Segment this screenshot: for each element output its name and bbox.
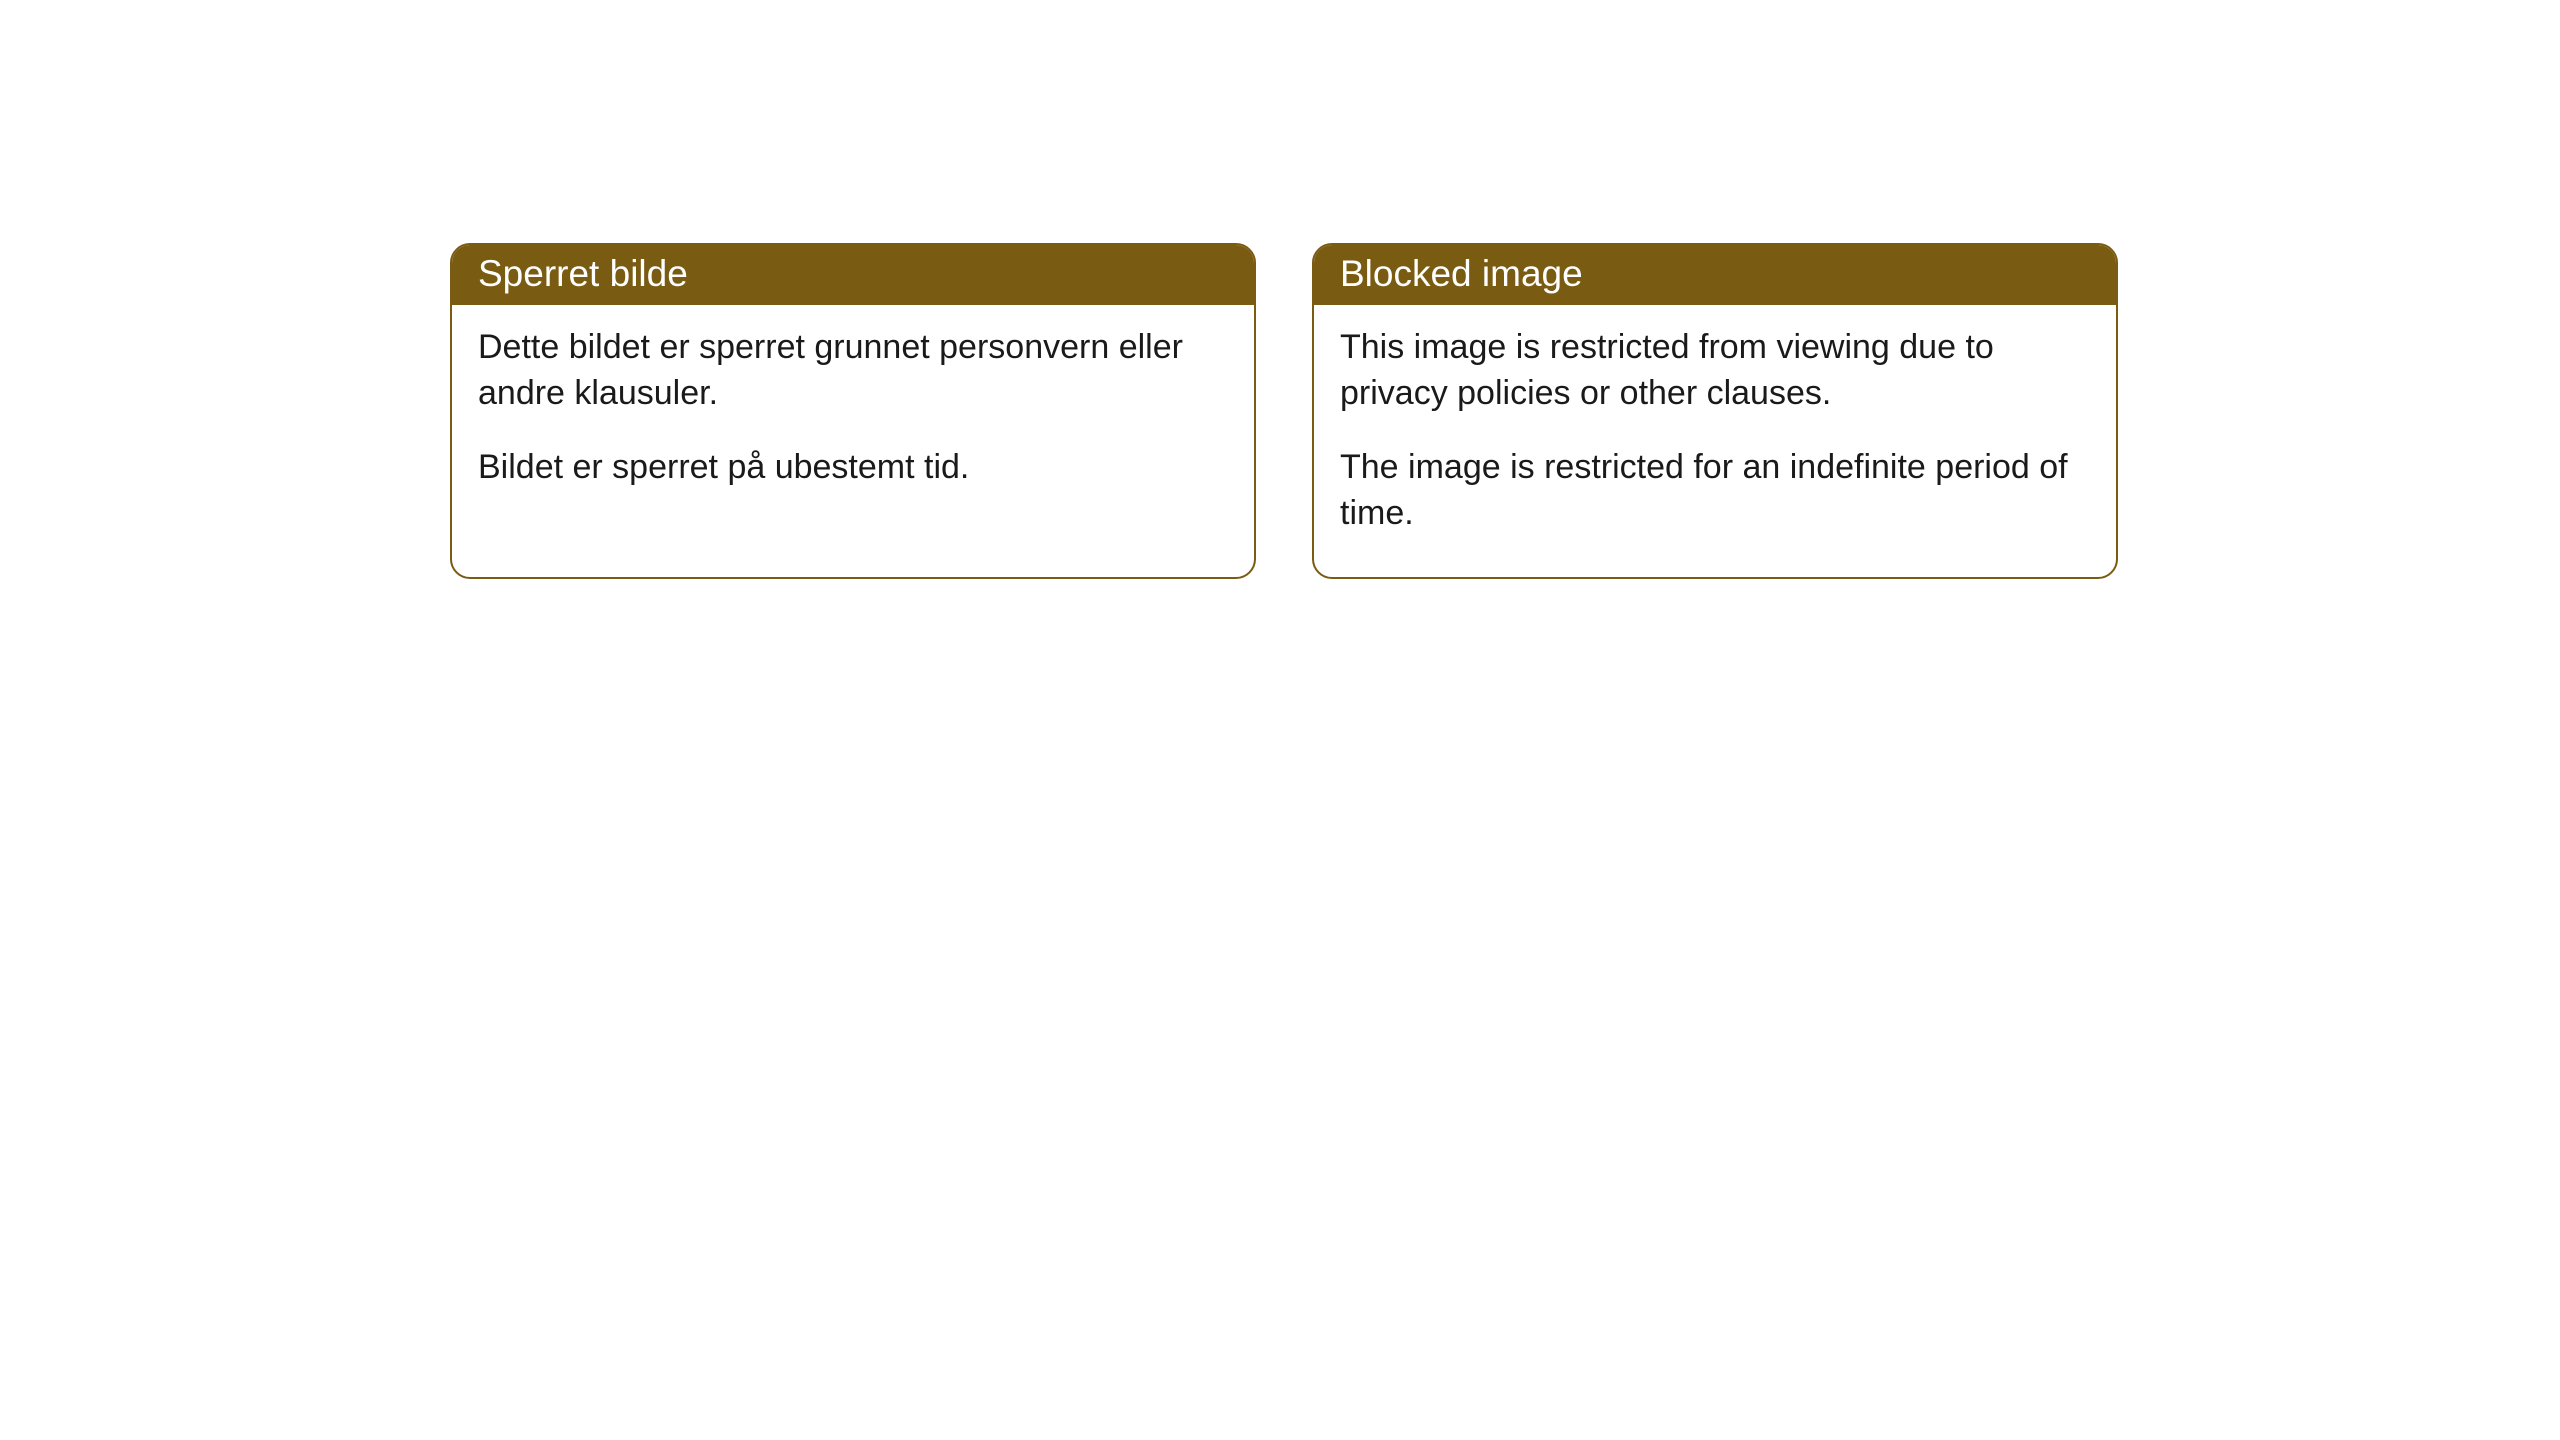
notice-card-english: Blocked image This image is restricted f… — [1312, 243, 2118, 579]
card-paragraph: Bildet er sperret på ubestemt tid. — [478, 445, 1228, 491]
card-header: Sperret bilde — [452, 245, 1254, 305]
card-title: Blocked image — [1340, 253, 1583, 294]
card-paragraph: The image is restricted for an indefinit… — [1340, 445, 2090, 537]
card-header: Blocked image — [1314, 245, 2116, 305]
notice-card-norwegian: Sperret bilde Dette bildet er sperret gr… — [450, 243, 1256, 579]
card-paragraph: Dette bildet er sperret grunnet personve… — [478, 325, 1228, 417]
card-body: This image is restricted from viewing du… — [1314, 305, 2116, 577]
card-title: Sperret bilde — [478, 253, 688, 294]
card-body: Dette bildet er sperret grunnet personve… — [452, 305, 1254, 531]
notice-cards-container: Sperret bilde Dette bildet er sperret gr… — [450, 243, 2118, 579]
card-paragraph: This image is restricted from viewing du… — [1340, 325, 2090, 417]
